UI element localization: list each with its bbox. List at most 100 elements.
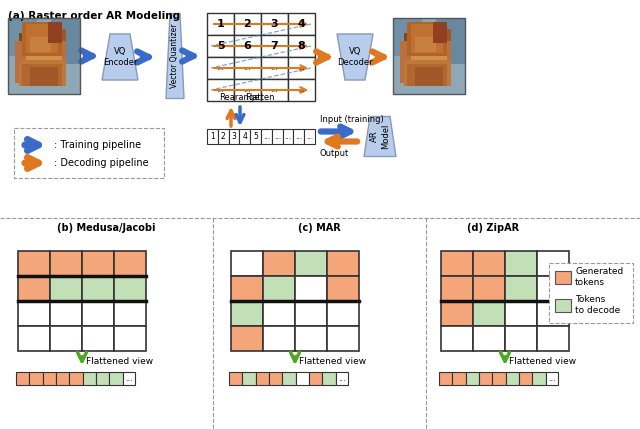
Bar	[109, 372, 123, 385]
Bar	[263, 251, 295, 276]
Text: ...: ...	[216, 63, 225, 73]
Bar	[234, 79, 261, 101]
Bar	[415, 67, 444, 86]
Text: ...: ...	[548, 374, 556, 383]
Bar	[26, 48, 62, 83]
Bar	[393, 18, 465, 94]
Bar	[304, 129, 315, 144]
Bar	[532, 372, 546, 385]
Text: VQ
Encoder: VQ Encoder	[103, 47, 137, 66]
Polygon shape	[166, 13, 184, 99]
Bar	[123, 372, 134, 385]
Bar	[506, 372, 519, 385]
Text: ...: ...	[244, 63, 252, 73]
Bar	[411, 24, 444, 53]
Bar	[243, 372, 255, 385]
Text: Flattened view: Flattened view	[86, 356, 153, 366]
Text: 1: 1	[216, 19, 225, 29]
Bar	[263, 301, 295, 326]
Bar	[436, 18, 465, 63]
Bar	[19, 60, 65, 86]
Bar	[231, 276, 263, 301]
Bar	[8, 18, 80, 94]
Bar	[327, 301, 359, 326]
Bar	[492, 372, 506, 385]
Text: (b) Medusa/Jacobi: (b) Medusa/Jacobi	[57, 223, 156, 233]
Bar	[231, 301, 263, 326]
Text: ...: ...	[338, 374, 346, 383]
Bar	[18, 301, 50, 326]
Bar	[335, 372, 348, 385]
Bar	[537, 251, 569, 276]
Bar	[16, 372, 29, 385]
Bar	[505, 326, 537, 351]
Bar	[207, 35, 234, 57]
Bar	[466, 372, 479, 385]
Text: Flatten: Flatten	[244, 93, 275, 102]
Bar	[549, 263, 633, 323]
Bar	[327, 251, 359, 276]
Bar	[29, 37, 62, 83]
Text: ...: ...	[216, 85, 225, 94]
Polygon shape	[102, 34, 138, 80]
Bar	[114, 276, 146, 301]
Text: 4: 4	[243, 132, 247, 141]
Text: ...: ...	[244, 85, 252, 94]
Bar	[231, 326, 263, 351]
Bar	[15, 41, 65, 83]
Bar	[441, 301, 473, 326]
Bar	[408, 63, 447, 86]
Text: ...: ...	[298, 85, 305, 94]
Bar	[288, 35, 315, 57]
Bar	[393, 18, 465, 94]
Bar	[433, 22, 447, 43]
Bar	[29, 372, 43, 385]
Bar	[82, 251, 114, 276]
Bar	[114, 251, 146, 276]
Bar	[50, 251, 82, 276]
Bar	[82, 326, 114, 351]
Text: 3: 3	[271, 19, 278, 29]
Bar	[22, 30, 65, 83]
Text: 8: 8	[298, 41, 305, 51]
Text: ...: ...	[271, 63, 278, 73]
Bar	[473, 326, 505, 351]
Bar	[441, 251, 473, 276]
Text: 1: 1	[210, 132, 215, 141]
Bar	[505, 251, 537, 276]
Text: 5: 5	[253, 132, 258, 141]
Bar	[69, 372, 83, 385]
Bar	[228, 129, 239, 144]
Bar	[479, 372, 492, 385]
Bar	[295, 301, 327, 326]
Text: ...: ...	[295, 132, 302, 141]
Bar	[96, 372, 109, 385]
Bar	[231, 251, 263, 276]
Text: Flattened view: Flattened view	[509, 356, 576, 366]
Text: ...: ...	[298, 63, 305, 73]
Text: ...: ...	[274, 132, 281, 141]
Bar	[393, 18, 422, 56]
Bar	[404, 60, 451, 86]
Bar	[408, 22, 447, 56]
Bar	[47, 22, 62, 43]
Bar	[408, 30, 451, 83]
Text: Output: Output	[320, 149, 349, 158]
Text: Rearange: Rearange	[220, 93, 260, 102]
Bar	[14, 128, 164, 178]
Bar	[269, 372, 282, 385]
Bar	[288, 57, 315, 79]
Text: Tokens
to decode: Tokens to decode	[575, 295, 620, 315]
Bar	[82, 301, 114, 326]
Bar	[295, 251, 327, 276]
Text: ...: ...	[125, 374, 132, 383]
Bar	[309, 372, 323, 385]
Bar	[272, 129, 283, 144]
Text: (a) Raster order AR Modeling: (a) Raster order AR Modeling	[8, 11, 180, 21]
Bar	[537, 326, 569, 351]
Text: : Training pipeline: : Training pipeline	[54, 140, 141, 150]
Text: VQ
Decoder: VQ Decoder	[337, 47, 373, 66]
Bar	[255, 372, 269, 385]
Bar	[8, 18, 36, 56]
Bar	[327, 326, 359, 351]
